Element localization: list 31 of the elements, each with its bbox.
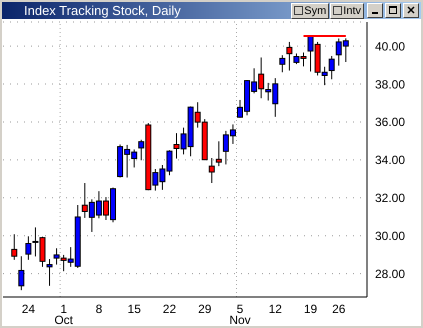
x-tick-label: 19 (304, 302, 318, 316)
x-tick-label: 8 (96, 302, 103, 316)
y-tick-label: 28.00 (375, 266, 406, 281)
y-tick-label: 40.00 (375, 39, 406, 54)
x-tick-label: 29 (198, 302, 212, 316)
x-tick-label: 22 (162, 302, 176, 316)
x-tick-label: 5 (236, 302, 244, 316)
text: Sym (304, 4, 326, 16)
candlestick (18, 256, 24, 291)
y-tick-label: 38.00 (375, 77, 406, 92)
candlestick (216, 140, 222, 167)
x-tick-label: 15 (128, 302, 142, 316)
y-tick-label: 30.00 (375, 229, 406, 243)
x-tick-label: 26 (332, 302, 346, 316)
x-tick-label: 24 (22, 302, 36, 316)
candlestick (208, 157, 215, 184)
candlestick (279, 54, 286, 73)
x-tick-label: 12 (268, 302, 282, 316)
text: Intv (343, 4, 361, 16)
candlestick (25, 236, 32, 260)
y-tick-label: 36.00 (375, 115, 406, 130)
chart-title: Index Tracking Stock, Daily (24, 3, 181, 18)
y-tick-label: 34.00 (375, 153, 406, 168)
y-tick-label: 32.00 (375, 191, 406, 206)
candlestick (286, 41, 292, 72)
text: Nov (229, 313, 251, 327)
text: Oct (54, 313, 74, 327)
candlestick (11, 234, 18, 260)
candlestick (328, 55, 335, 80)
x-tick-label: 1 (60, 302, 68, 316)
candlestick (46, 258, 53, 286)
